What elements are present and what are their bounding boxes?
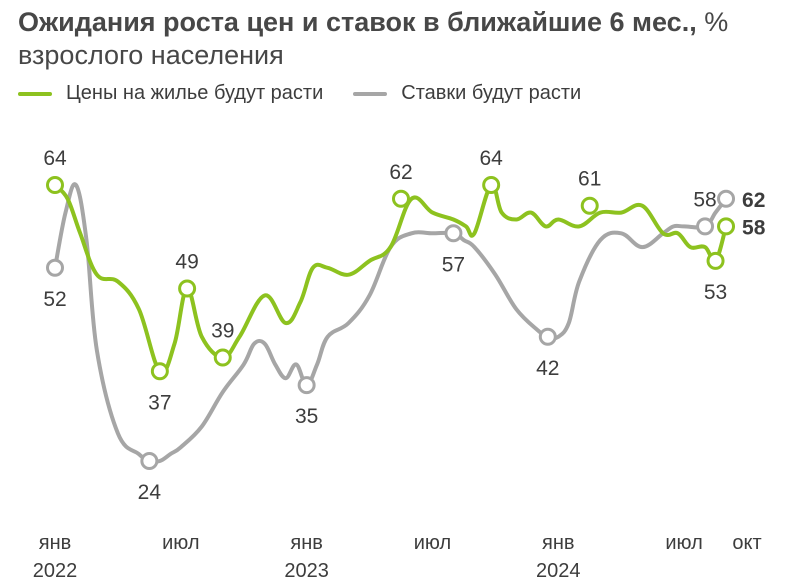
data-label-housing-2: 49 (175, 251, 198, 274)
series-line-housing (53, 182, 728, 375)
x-tick-year-4: 2024 (536, 560, 581, 582)
marker-housing-0 (46, 176, 64, 194)
legend: Цены на жилье будут расти Ставки будут р… (18, 82, 581, 105)
marker-housing-8 (717, 217, 736, 236)
legend-label-housing: Цены на жилье будут расти (66, 82, 324, 104)
legend-item-rates: Ставки будут расти (353, 82, 581, 105)
series-line-rates (53, 182, 728, 464)
x-tick-month-5: июл (665, 532, 702, 554)
data-label-rates-4: 42 (536, 357, 559, 380)
chart-title-bold: Ожидания роста цен и ставок в ближайшие … (18, 7, 697, 37)
x-tick-month-4: янв (542, 532, 575, 554)
x-tick-month-0: янв (39, 532, 72, 554)
marker-housing-1 (150, 362, 169, 381)
chart-title: Ожидания роста цен и ставок в ближайшие … (18, 6, 788, 72)
marker-rates-4 (538, 327, 557, 346)
legend-label-rates: Ставки будут расти (401, 82, 582, 104)
data-label-housing-1: 37 (148, 391, 171, 414)
x-tick-month-6: окт (732, 532, 761, 554)
data-label-rates-3: 57 (442, 253, 465, 276)
marker-housing-2 (178, 279, 197, 298)
marker-housing-3 (213, 348, 232, 367)
data-label-housing-8: 58 (742, 216, 766, 239)
data-label-housing-4: 62 (389, 161, 412, 184)
legend-swatch-housing (18, 91, 52, 96)
marker-housing-5 (482, 176, 501, 194)
data-label-rates-2: 35 (295, 405, 318, 428)
marker-rates-0 (46, 258, 64, 277)
data-label-housing-3: 39 (211, 320, 234, 343)
marker-housing-7 (706, 251, 725, 270)
x-tick-year-0: 2022 (33, 560, 78, 582)
x-tick-month-1: июл (162, 532, 199, 554)
data-label-housing-0: 64 (43, 147, 67, 170)
marker-housing-6 (580, 196, 599, 215)
x-tick-month-3: июл (414, 532, 451, 554)
marker-rates-5 (696, 217, 715, 236)
data-label-rates-0: 52 (43, 288, 66, 311)
x-tick-year-2: 2023 (284, 560, 329, 582)
data-label-rates-6: 62 (742, 189, 765, 212)
data-label-housing-5: 64 (479, 147, 503, 170)
legend-item-housing: Цены на жилье будут расти (18, 82, 323, 105)
marker-housing-4 (392, 189, 410, 208)
legend-swatch-rates (353, 91, 388, 96)
x-tick-month-2: янв (290, 532, 323, 554)
marker-rates-2 (297, 376, 316, 395)
data-label-housing-7: 53 (704, 281, 727, 304)
marker-rates-3 (444, 224, 463, 243)
data-label-housing-6: 61 (578, 168, 601, 191)
marker-rates-1 (140, 452, 159, 470)
marker-rates-6 (717, 189, 736, 208)
data-label-rates-1: 24 (138, 481, 162, 504)
data-label-rates-5: 58 (693, 188, 716, 211)
chart-title-normal: % взрослого населения (18, 7, 729, 70)
